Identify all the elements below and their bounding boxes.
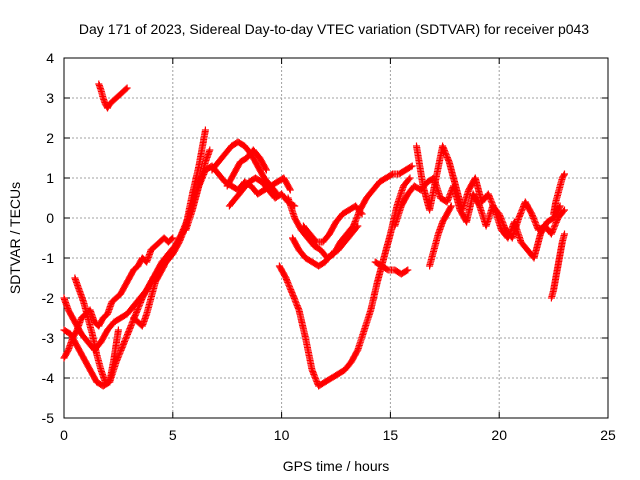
data-point — [550, 170, 568, 218]
series-s18 — [426, 202, 455, 270]
y-tick-label: -3 — [42, 330, 55, 346]
data-point — [371, 258, 412, 278]
y-axis-label: SDTVAR / TECUs — [7, 182, 23, 294]
data-point — [426, 202, 455, 270]
series-s20 — [550, 170, 568, 218]
data-point — [71, 274, 122, 386]
series-s5 — [95, 80, 131, 112]
data-series — [60, 80, 568, 390]
y-tick-label: 4 — [46, 50, 54, 66]
data-point — [95, 80, 131, 112]
series-s14 — [275, 174, 414, 390]
series-s12 — [289, 222, 362, 270]
data-point — [208, 138, 281, 198]
chart-title: Day 171 of 2023, Sidereal Day-to-day VTE… — [79, 21, 589, 37]
series-s6 — [130, 250, 172, 330]
data-point — [289, 222, 362, 270]
x-tick-label: 10 — [274, 427, 290, 443]
data-point — [275, 174, 414, 390]
grid-lines — [64, 58, 608, 418]
x-tick-label: 25 — [600, 427, 616, 443]
series-s10 — [223, 146, 270, 190]
data-point — [413, 142, 564, 262]
y-tick-label: -2 — [42, 290, 55, 306]
axis-ticks — [63, 57, 609, 419]
data-point — [299, 202, 366, 246]
data-point — [223, 146, 270, 190]
y-tick-label: -5 — [42, 410, 55, 426]
x-tick-label: 15 — [383, 427, 399, 443]
x-tick-label: 0 — [60, 427, 68, 443]
series-s4 — [71, 274, 122, 386]
series-s8 — [208, 138, 281, 198]
y-tick-label: -4 — [42, 370, 55, 386]
x-tick-label: 5 — [169, 427, 177, 443]
data-point — [547, 230, 568, 302]
x-axis-label: GPS time / hours — [283, 458, 390, 474]
y-tick-label: -1 — [42, 250, 55, 266]
series-s15 — [371, 258, 412, 278]
x-tick-label: 20 — [491, 427, 507, 443]
x-tick-labels: 0 5 10 15 20 25 — [60, 427, 616, 443]
y-tick-label: 3 — [46, 90, 54, 106]
series-s13 — [299, 202, 366, 246]
plot-frame — [63, 57, 609, 419]
series-s19 — [547, 230, 568, 302]
y-tick-label: 2 — [46, 130, 54, 146]
y-tick-label: 0 — [46, 210, 54, 226]
y-tick-label: 1 — [46, 170, 54, 186]
y-tick-labels: -5 -4 -3 -2 -1 0 1 2 3 4 — [42, 50, 55, 426]
data-point — [130, 250, 172, 330]
series-s17 — [413, 142, 564, 262]
